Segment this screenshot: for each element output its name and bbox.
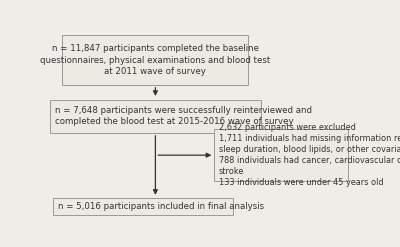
Text: n = 7,648 participants were successfully reinterviewed and
completed the blood t: n = 7,648 participants were successfully… (55, 106, 312, 126)
Text: n = 5,016 participants included in final analysis: n = 5,016 participants included in final… (58, 202, 264, 211)
FancyBboxPatch shape (50, 100, 261, 133)
FancyBboxPatch shape (62, 35, 248, 85)
FancyBboxPatch shape (53, 198, 233, 215)
FancyBboxPatch shape (214, 129, 348, 181)
Text: n = 11,847 participants completed the baseline
questionnaires, physical examinat: n = 11,847 participants completed the ba… (40, 44, 270, 76)
Text: 2,632 participants were excluded
1,711 individuals had missing information relat: 2,632 participants were excluded 1,711 i… (219, 123, 400, 187)
